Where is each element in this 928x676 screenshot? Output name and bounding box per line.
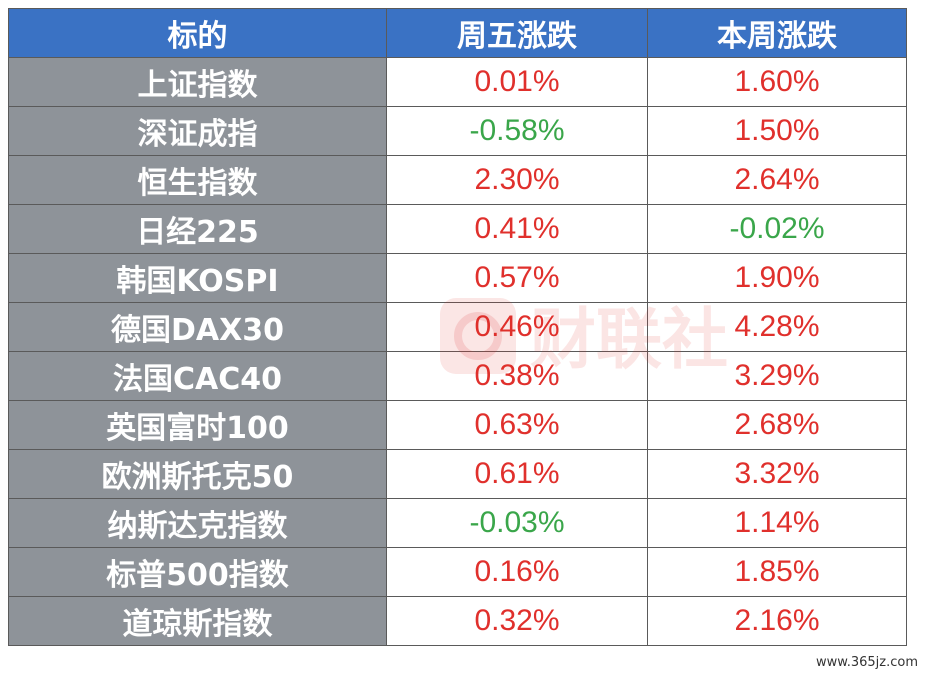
week-change-cell: 1.50% [647, 106, 907, 156]
index-name-cell: 韩国KOSPI [8, 253, 387, 303]
table-row: 法国CAC40 0.38% 3.29% [8, 351, 907, 401]
week-change-cell: 2.16% [647, 596, 907, 646]
index-name-cell: 标普500指数 [8, 547, 387, 597]
friday-change-cell: 2.30% [386, 155, 648, 205]
table-row: 韩国KOSPI 0.57% 1.90% [8, 253, 907, 303]
table-row: 恒生指数 2.30% 2.64% [8, 155, 907, 205]
index-name-cell: 深证成指 [8, 106, 387, 156]
table-row: 上证指数 0.01% 1.60% [8, 57, 907, 107]
table-row: 道琼斯指数 0.32% 2.16% [8, 596, 907, 646]
friday-change-cell: 0.41% [386, 204, 648, 254]
header-row: 标的 周五涨跌 本周涨跌 [8, 8, 907, 58]
week-change-cell: 3.29% [647, 351, 907, 401]
friday-change-cell: -0.58% [386, 106, 648, 156]
friday-change-cell: 0.46% [386, 302, 648, 352]
friday-change-cell: 0.63% [386, 400, 648, 450]
friday-change-cell: 0.16% [386, 547, 648, 597]
table-row: 日经225 0.41% -0.02% [8, 204, 907, 254]
index-name-cell: 纳斯达克指数 [8, 498, 387, 548]
friday-change-cell: 0.38% [386, 351, 648, 401]
friday-change-cell: 0.61% [386, 449, 648, 499]
week-change-cell: 1.85% [647, 547, 907, 597]
index-name-cell: 欧洲斯托克50 [8, 449, 387, 499]
index-name-cell: 英国富时100 [8, 400, 387, 450]
friday-change-cell: 0.57% [386, 253, 648, 303]
table-row: 德国DAX30 0.46% 4.28% [8, 302, 907, 352]
week-change-cell: 4.28% [647, 302, 907, 352]
week-change-cell: 1.60% [647, 57, 907, 107]
week-change-cell: 1.14% [647, 498, 907, 548]
index-name-cell: 恒生指数 [8, 155, 387, 205]
index-name-cell: 日经225 [8, 204, 387, 254]
table-row: 欧洲斯托克50 0.61% 3.32% [8, 449, 907, 499]
week-change-cell: 2.68% [647, 400, 907, 450]
site-watermark: www.365jz.com [814, 655, 920, 670]
index-name-cell: 上证指数 [8, 57, 387, 107]
table-row: 纳斯达克指数 -0.03% 1.14% [8, 498, 907, 548]
index-name-cell: 德国DAX30 [8, 302, 387, 352]
index-name-cell: 法国CAC40 [8, 351, 387, 401]
friday-change-cell: -0.03% [386, 498, 648, 548]
header-index: 标的 [8, 8, 387, 58]
header-week-change: 本周涨跌 [647, 8, 907, 58]
table-row: 深证成指 -0.58% 1.50% [8, 106, 907, 156]
table-row: 英国富时100 0.63% 2.68% [8, 400, 907, 450]
header-friday-change: 周五涨跌 [386, 8, 648, 58]
week-change-cell: 2.64% [647, 155, 907, 205]
index-performance-table: 标的 周五涨跌 本周涨跌 上证指数 0.01% 1.60% 深证成指 -0.58% 1.5… [8, 8, 907, 646]
week-change-cell: -0.02% [647, 204, 907, 254]
table-row: 标普500指数 0.16% 1.85% [8, 547, 907, 597]
friday-change-cell: 0.32% [386, 596, 648, 646]
week-change-cell: 1.90% [647, 253, 907, 303]
friday-change-cell: 0.01% [386, 57, 648, 107]
index-name-cell: 道琼斯指数 [8, 596, 387, 646]
week-change-cell: 3.32% [647, 449, 907, 499]
